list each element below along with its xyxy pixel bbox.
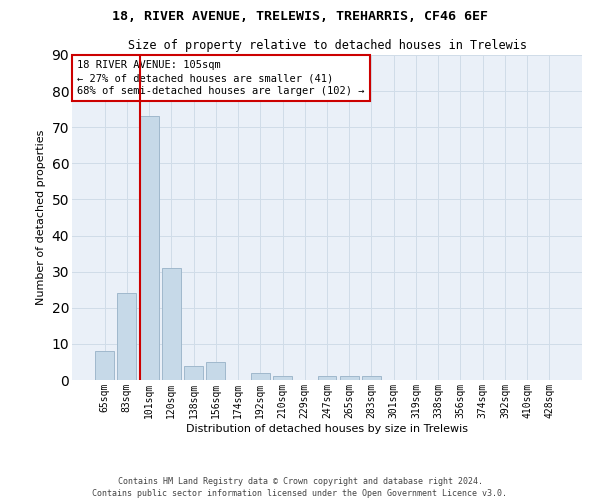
Text: Contains HM Land Registry data © Crown copyright and database right 2024.
Contai: Contains HM Land Registry data © Crown c… xyxy=(92,476,508,498)
Bar xyxy=(362,376,381,380)
Bar xyxy=(251,373,270,380)
Y-axis label: Number of detached properties: Number of detached properties xyxy=(36,130,46,305)
Text: 18, RIVER AVENUE, TRELEWIS, TREHARRIS, CF46 6EF: 18, RIVER AVENUE, TRELEWIS, TREHARRIS, C… xyxy=(112,10,488,23)
Bar xyxy=(206,362,225,380)
X-axis label: Distribution of detached houses by size in Trelewis: Distribution of detached houses by size … xyxy=(186,424,468,434)
Bar xyxy=(162,268,181,380)
Bar xyxy=(95,351,114,380)
Bar xyxy=(340,376,359,380)
Bar xyxy=(317,376,337,380)
Bar xyxy=(140,116,158,380)
Bar xyxy=(273,376,292,380)
Bar xyxy=(184,366,203,380)
Text: 18 RIVER AVENUE: 105sqm
← 27% of detached houses are smaller (41)
68% of semi-de: 18 RIVER AVENUE: 105sqm ← 27% of detache… xyxy=(77,60,365,96)
Bar xyxy=(118,294,136,380)
Title: Size of property relative to detached houses in Trelewis: Size of property relative to detached ho… xyxy=(128,40,527,52)
